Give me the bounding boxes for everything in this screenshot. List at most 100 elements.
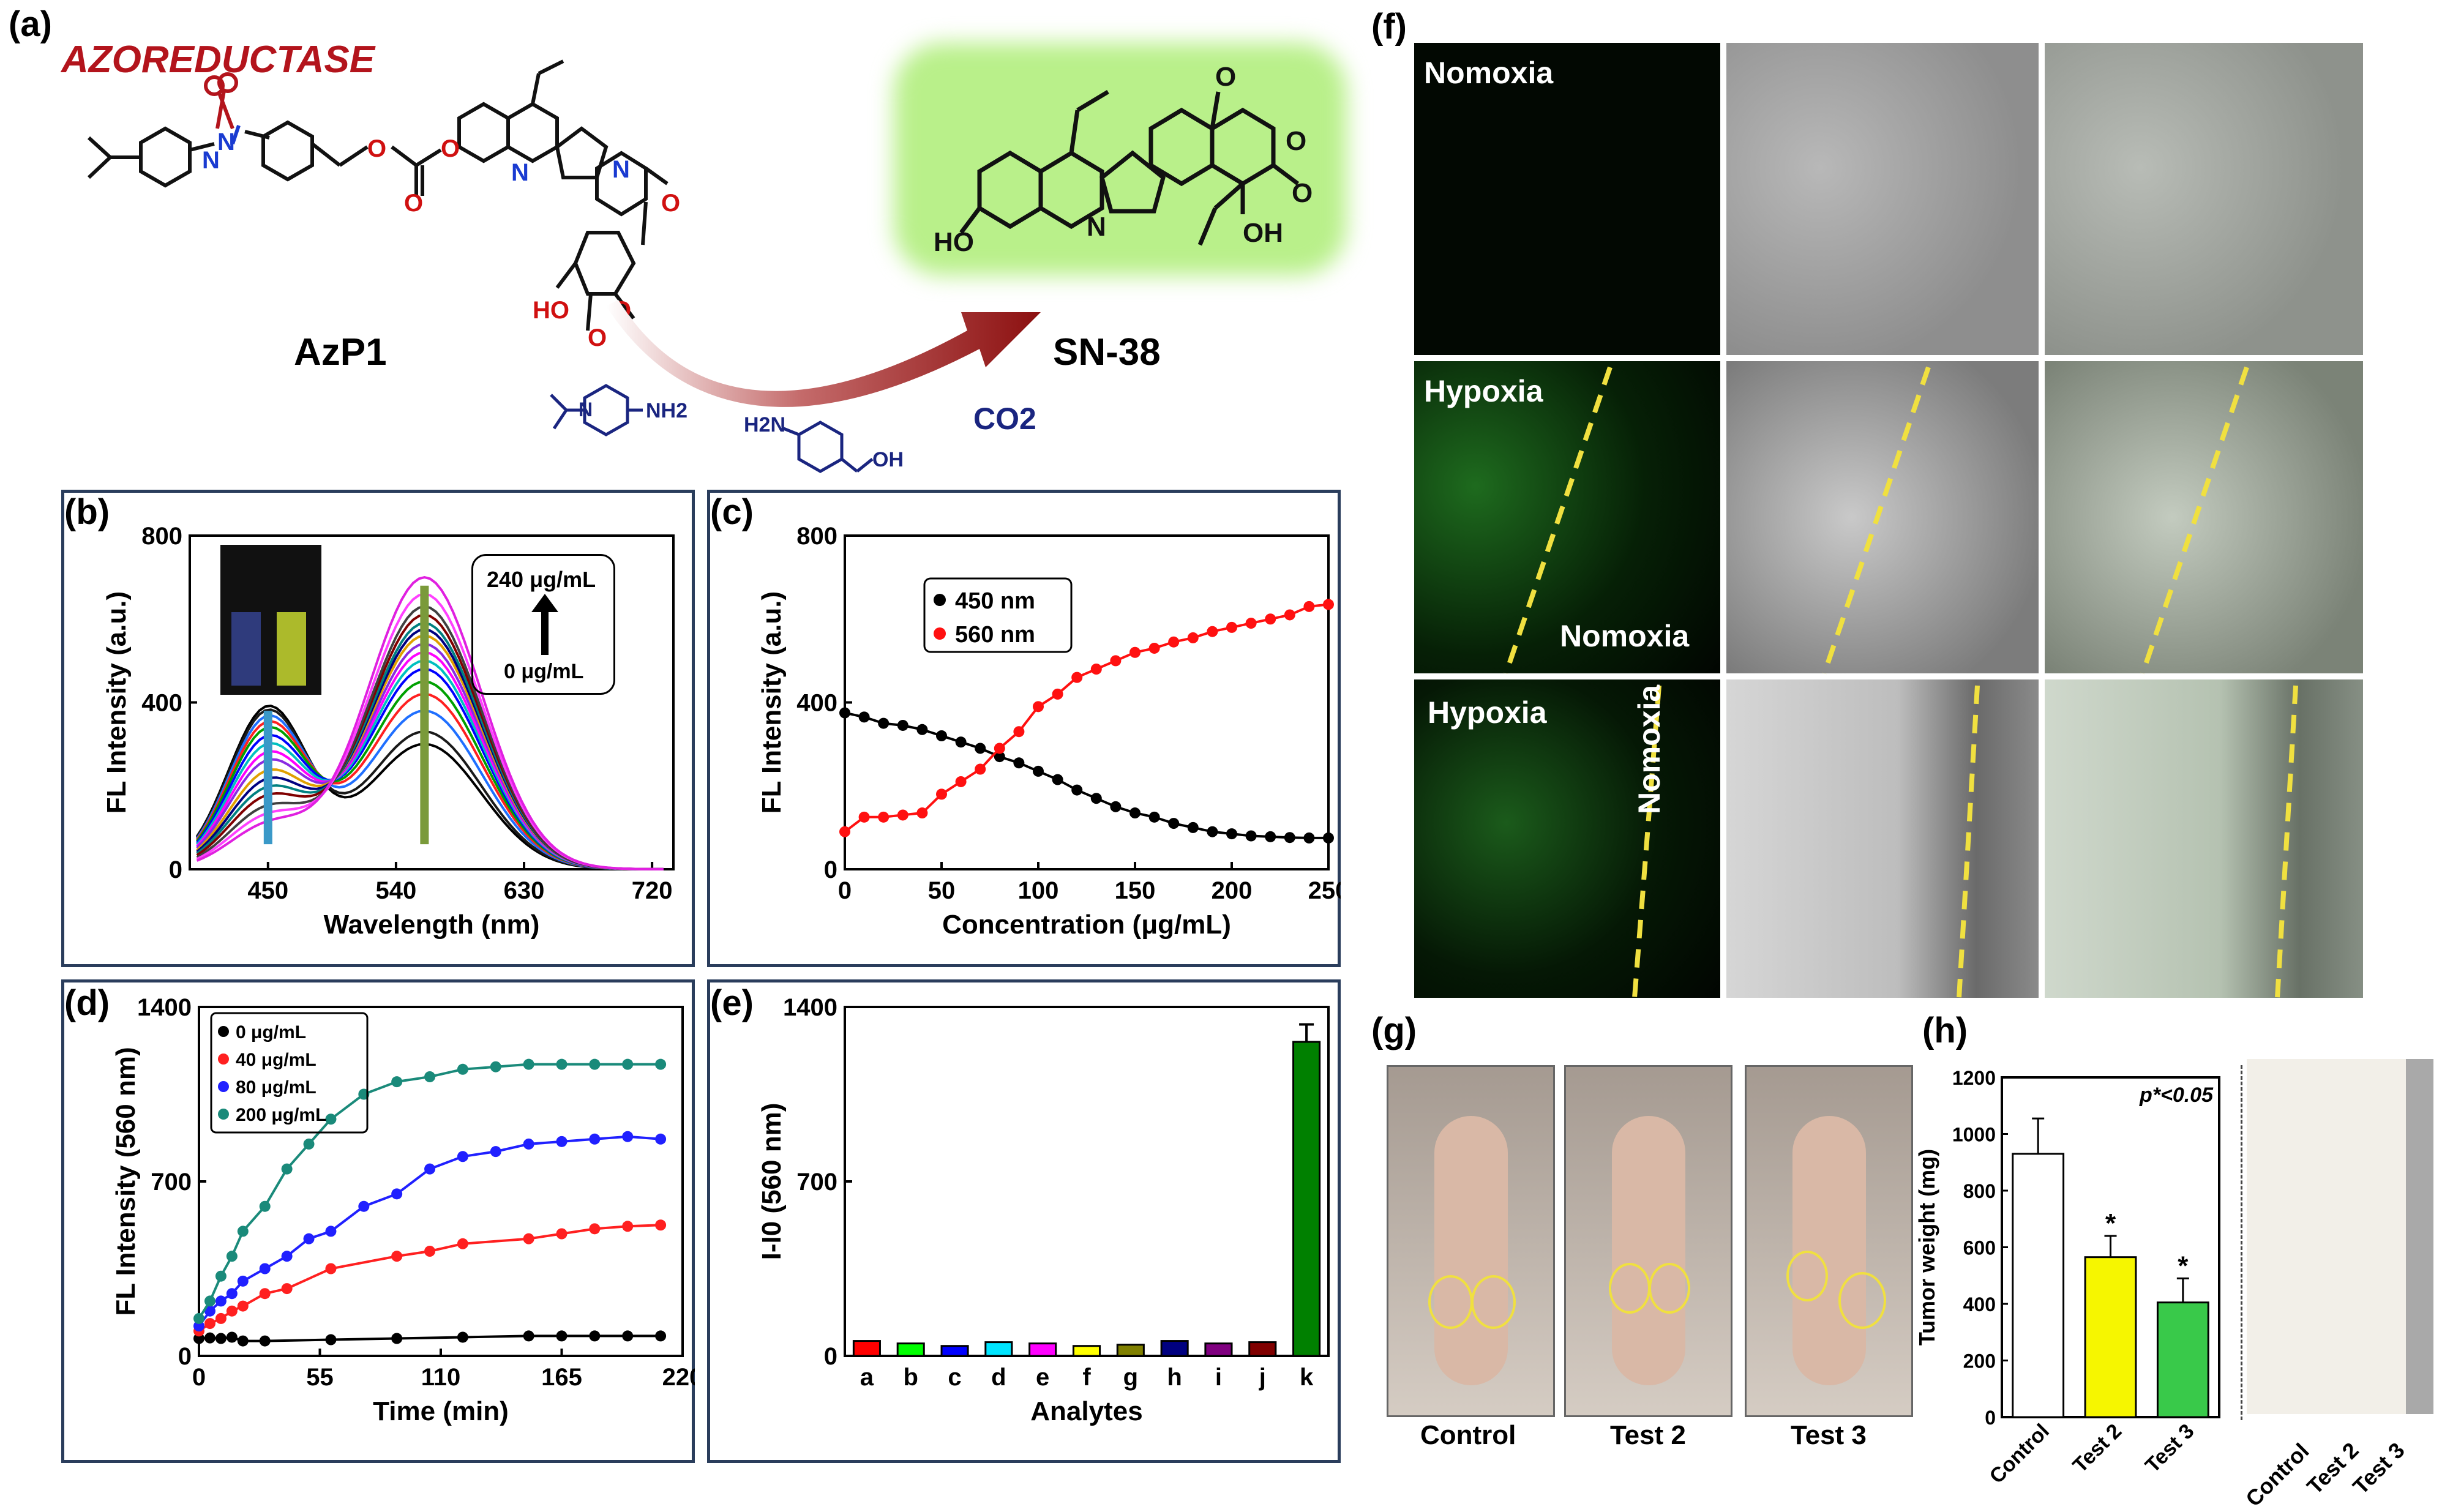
- microscopy-grid: Nomoxia Hypoxia Nomoxia Hypoxia Nomoxia: [1414, 43, 2363, 998]
- y-tick-label: 800: [796, 523, 837, 550]
- scissors-icon: [204, 72, 238, 130]
- label-hypoxia-row3: Hypoxia: [1428, 695, 1547, 730]
- y-tick-label: 700: [796, 1169, 837, 1196]
- legend-arrow-head: [531, 594, 558, 612]
- x-tick-label: 220: [662, 1364, 695, 1391]
- frame-d: [61, 979, 695, 1463]
- bar: [1292, 1041, 1321, 1357]
- x-tick-label: 100: [1018, 877, 1059, 904]
- fluor-row2: [1414, 361, 1720, 673]
- legend-marker: [218, 1109, 229, 1120]
- svg-text:O: O: [1286, 126, 1306, 156]
- bar: [1072, 1345, 1101, 1357]
- x-tick-label: 250: [1308, 877, 1341, 904]
- panel-c-label: (c): [710, 492, 754, 532]
- fluor-row3: [1414, 679, 1720, 998]
- ruler: [2406, 1059, 2433, 1414]
- legend-box: [923, 577, 1073, 653]
- x-tick-label: d: [991, 1364, 1006, 1391]
- bar: [896, 1342, 925, 1357]
- x-tick-label: g: [1123, 1364, 1138, 1391]
- x-tick-label: Test 3: [2141, 1420, 2199, 1478]
- x-tick-label: a: [860, 1364, 874, 1391]
- x-tick-label: 165: [541, 1364, 582, 1391]
- mouse-caption-test2: Test 2: [1610, 1420, 1686, 1450]
- bar: [1204, 1342, 1233, 1357]
- prodrug-name: AzP1: [294, 331, 387, 373]
- x-tick-label: h: [1167, 1364, 1182, 1391]
- x-tick-label: 55: [306, 1364, 334, 1391]
- y-tick-label: 0: [178, 1343, 192, 1370]
- chart-e: 0 700 1400 Analytes I-I0 (560 nm) a b c d e f g h i j k: [757, 994, 1330, 1426]
- x-tick-label: 450: [247, 877, 288, 904]
- tumor-photo-label-test3: Test 3: [2348, 1437, 2410, 1499]
- x-tick-label: 0: [838, 877, 852, 904]
- mouse-photo-test3: [1745, 1065, 1913, 1417]
- significance-note: p*<0.05: [2139, 1083, 2214, 1107]
- x-tick-label: Test 2: [2069, 1420, 2127, 1478]
- x-axis-label: Analytes: [1030, 1396, 1142, 1426]
- mouse-caption-control: Control: [1420, 1420, 1516, 1450]
- tumor-circle: [1649, 1263, 1690, 1314]
- x-tick-label: 720: [632, 877, 673, 904]
- legend-marker: [218, 1026, 229, 1037]
- x-tick-label: Control: [1985, 1420, 2053, 1488]
- y-axis-label: FL Intensity (a.u.): [102, 591, 132, 814]
- svg-text:O: O: [588, 324, 607, 351]
- panel-e-label: (e): [710, 983, 754, 1023]
- svg-text:O: O: [661, 190, 680, 217]
- y-axis-label: Tumor weight (mg): [1916, 1149, 1939, 1345]
- legend-label: 80 μg/mL: [236, 1077, 317, 1098]
- legend-label: 40 μg/mL: [236, 1050, 317, 1070]
- svg-text:N: N: [511, 159, 529, 186]
- label-hypoxia-row2: Hypoxia: [1424, 374, 1543, 408]
- y-tick-label: 400: [796, 690, 837, 717]
- tumor-photo-label-control: Control: [2241, 1438, 2314, 1511]
- svg-text:HO: HO: [533, 297, 569, 324]
- x-tick-label: i: [1215, 1364, 1222, 1391]
- legend-box-b: 240 μg/mL 0 μg/mL: [471, 554, 615, 695]
- mouse-photo-control: [1387, 1065, 1555, 1417]
- panel-h-label: (h): [1922, 1011, 1968, 1050]
- y-axis-label: I-I0 (560 nm): [757, 1103, 787, 1260]
- bright-row3: [1726, 679, 2039, 998]
- x-tick-label: e: [1036, 1364, 1049, 1391]
- y-tick-label: 600: [1963, 1237, 1996, 1259]
- y-tick-label: 700: [151, 1169, 192, 1196]
- fit-line: [844, 711, 1328, 839]
- svg-text:O: O: [404, 190, 423, 217]
- y-tick-label: 800: [141, 523, 182, 550]
- svg-text:N: N: [579, 399, 593, 421]
- x-tick-label: 540: [376, 877, 417, 904]
- y-tick-label: 0: [824, 1343, 837, 1370]
- product-name: SN-38: [1053, 331, 1161, 373]
- y-tick-label: 200: [1963, 1350, 1996, 1372]
- x-tick-label: k: [1300, 1364, 1314, 1391]
- svg-text:N: N: [612, 156, 630, 183]
- x-tick-label: j: [1259, 1364, 1266, 1391]
- fit-line: [198, 1224, 661, 1332]
- fit-line: [198, 1135, 661, 1327]
- svg-text:O: O: [441, 135, 460, 162]
- merge-row1: [2045, 43, 2363, 355]
- merge-row2: [2045, 361, 2363, 673]
- fluor-row1: [1414, 43, 1720, 355]
- fit-line: [844, 603, 1329, 833]
- svg-text:HO: HO: [934, 227, 974, 257]
- svg-text:H2N: H2N: [744, 413, 785, 436]
- svg-text:OH: OH: [1243, 218, 1283, 248]
- legend-top-label: 240 μg/mL: [487, 567, 596, 592]
- tumor-circle: [1428, 1275, 1473, 1329]
- y-axis-label: FL Intensity (560 nm): [111, 1047, 141, 1316]
- label-nomoxia-row2: Nomoxia: [1560, 619, 1690, 653]
- y-tick-label: 1400: [137, 994, 192, 1021]
- y-tick-label: 1000: [1952, 1124, 1996, 1146]
- co2-label: CO2: [973, 402, 1036, 436]
- chart-c: 0 50 100 150 200 250 0 400 800 Concentration (μg/…: [757, 523, 1341, 940]
- y-tick-label: 400: [1963, 1293, 1996, 1316]
- y-tick-label: 400: [141, 690, 182, 717]
- y-tick-label: 1200: [1952, 1067, 1996, 1089]
- legend-marker: [934, 594, 946, 606]
- x-axis-label: Time (min): [373, 1396, 509, 1426]
- panel-a: (a) AZOREDUCTASE: [0, 0, 1347, 477]
